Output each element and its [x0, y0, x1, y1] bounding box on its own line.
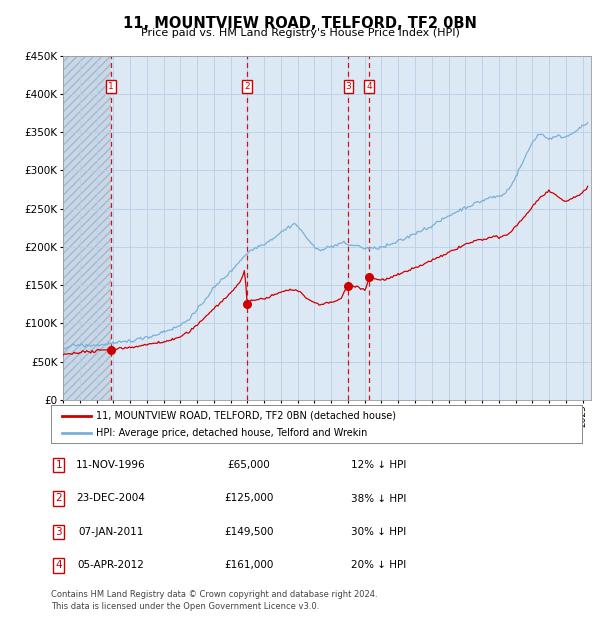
Text: 38% ↓ HPI: 38% ↓ HPI [351, 494, 406, 503]
Text: £161,000: £161,000 [224, 560, 274, 570]
Text: £65,000: £65,000 [227, 460, 271, 470]
Text: 30% ↓ HPI: 30% ↓ HPI [351, 527, 406, 537]
Text: 20% ↓ HPI: 20% ↓ HPI [351, 560, 406, 570]
Text: Price paid vs. HM Land Registry's House Price Index (HPI): Price paid vs. HM Land Registry's House … [140, 28, 460, 38]
Text: 2: 2 [55, 494, 62, 503]
Text: 2: 2 [244, 82, 250, 91]
Text: 11, MOUNTVIEW ROAD, TELFORD, TF2 0BN (detached house): 11, MOUNTVIEW ROAD, TELFORD, TF2 0BN (de… [96, 410, 396, 420]
Text: 3: 3 [346, 82, 351, 91]
Bar [63, 56, 111, 400]
Text: HPI: Average price, detached house, Telford and Wrekin: HPI: Average price, detached house, Telf… [96, 428, 368, 438]
Text: 4: 4 [366, 82, 372, 91]
Text: This data is licensed under the Open Government Licence v3.0.: This data is licensed under the Open Gov… [51, 602, 319, 611]
Text: 3: 3 [55, 527, 62, 537]
Text: Contains HM Land Registry data © Crown copyright and database right 2024.: Contains HM Land Registry data © Crown c… [51, 590, 377, 599]
Text: 11, MOUNTVIEW ROAD, TELFORD, TF2 0BN: 11, MOUNTVIEW ROAD, TELFORD, TF2 0BN [123, 16, 477, 31]
Text: 23-DEC-2004: 23-DEC-2004 [77, 494, 145, 503]
Text: 12% ↓ HPI: 12% ↓ HPI [351, 460, 406, 470]
Text: 1: 1 [108, 82, 114, 91]
Text: £125,000: £125,000 [224, 494, 274, 503]
Text: 07-JAN-2011: 07-JAN-2011 [79, 527, 143, 537]
Text: 4: 4 [55, 560, 62, 570]
Text: 11-NOV-1996: 11-NOV-1996 [76, 460, 146, 470]
Text: 05-APR-2012: 05-APR-2012 [77, 560, 145, 570]
Text: 1: 1 [55, 460, 62, 470]
Text: £149,500: £149,500 [224, 527, 274, 537]
